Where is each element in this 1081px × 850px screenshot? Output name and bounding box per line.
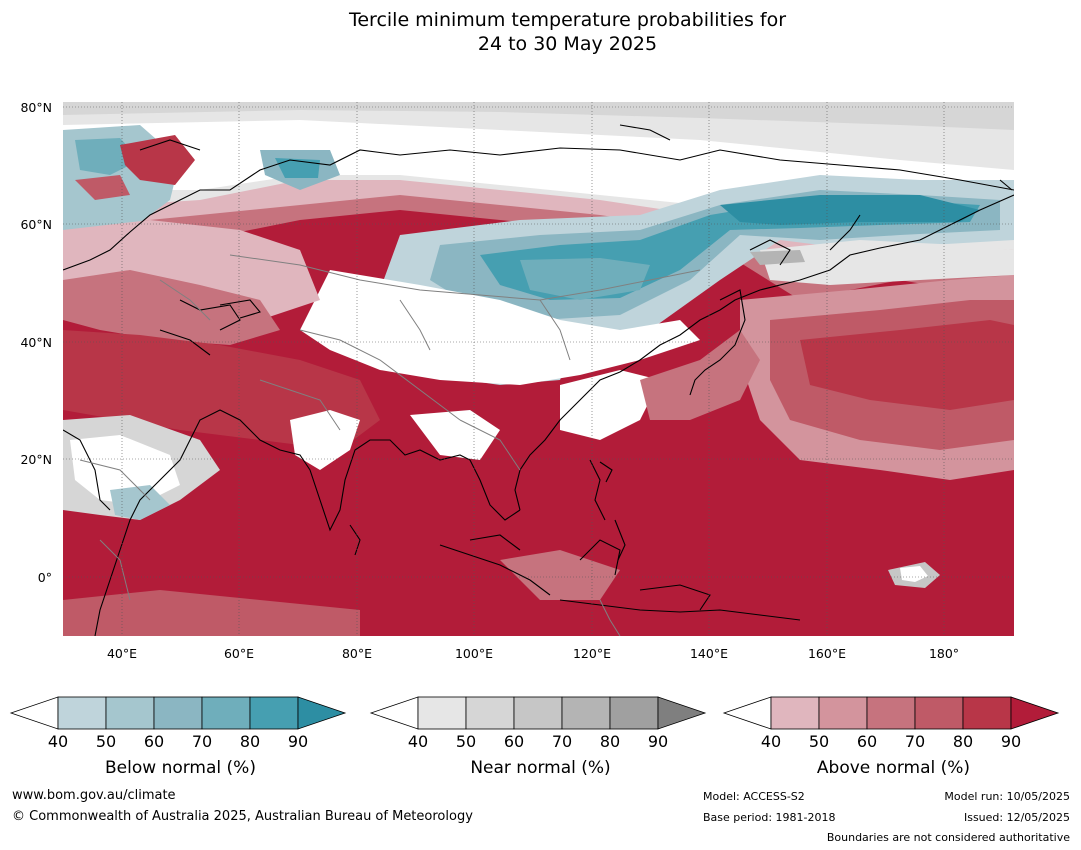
lat-label: 60°N [20,217,52,232]
colorbar-tick-label: 50 [809,732,829,751]
below-normal-title: Below normal (%) [105,758,256,778]
colorbar-extend-right [297,696,347,730]
boundaries-disclaimer: Boundaries are not considered authoritat… [826,831,1070,844]
china-white [560,370,660,440]
website-url[interactable]: www.bom.gov.au/climate [12,788,176,803]
title-line-2: 24 to 30 May 2025 [477,33,658,55]
colorbar-segment [513,696,563,730]
colorbar-segment [105,696,155,730]
europe-above-mid [63,270,280,345]
below-normal-colorbar: 40 50 60 70 80 90 [9,696,347,751]
copyright: © Commonwealth of Australia 2025, Austra… [12,809,473,824]
colorbar-segment [561,696,611,730]
colorbar-tick-label: 90 [288,732,308,751]
colorbar-tick-label: 40 [408,732,428,751]
lat-label: 80°N [20,100,52,115]
indonesia-patch [500,550,620,600]
colorbar-extend-right [657,696,707,730]
colorbar-tick-label: 40 [48,732,68,751]
map: 80°N 60°N 40°N 20°N 0° 40°E 60°E 80°E 10… [20,100,1014,661]
lon-label: 80°E [342,646,372,661]
colorbar-segment [249,696,299,730]
colorbar-tick-label: 70 [192,732,212,751]
indian-ocean-light [63,590,360,636]
lat-axis: 80°N 60°N 40°N 20°N 0° [20,100,52,585]
colorbar-tick-label: 60 [857,732,877,751]
near-normal-colorbar: 40 50 60 70 80 90 [369,696,707,751]
colorbar-segment [914,696,964,730]
country-borders [79,254,701,636]
colorbar-segment [57,696,107,730]
model-name: Model: ACCESS-S2 [703,790,805,803]
colorbar-tick-label: 50 [456,732,476,751]
lon-label: 140°E [690,646,728,661]
india-white [290,410,360,470]
colorbar-tick-label: 70 [552,732,572,751]
model-run: Model run: 10/05/2025 [944,790,1070,803]
lat-label: 0° [38,570,52,585]
colorbar-extend-right [1010,696,1060,730]
base-period: Base period: 1981-2018 [703,811,836,824]
colorbar-segment [465,696,515,730]
near-normal-title: Near normal (%) [470,758,611,778]
finland-above [120,135,195,185]
colorbar-extend-left [369,696,419,730]
colorbar-tick-label: 60 [504,732,524,751]
colorbar-tick-label: 80 [600,732,620,751]
colorbar-segment [770,696,820,730]
coastlines [63,124,1014,636]
horn-africa-below [110,485,170,520]
mongolia-white [300,270,700,385]
colorbar-tick-label: 80 [240,732,260,751]
colorbar-tick-label: 60 [144,732,164,751]
lon-label: 40°E [107,646,137,661]
lon-axis: 40°E 60°E 80°E 100°E 120°E 140°E 160°E 1… [107,646,959,661]
title-line-1: Tercile minimum temperature probabilitie… [348,9,787,31]
pacific-grey [750,250,805,265]
colorbar-segment [417,696,467,730]
ural-below-strong [275,158,320,178]
colorbar-segment [609,696,659,730]
lon-label: 120°E [573,646,611,661]
above-normal-title: Above normal (%) [816,758,971,778]
lon-label: 100°E [455,646,493,661]
lat-label: 20°N [20,452,52,467]
colorbar-tick-label: 80 [953,732,973,751]
lon-label: 160°E [808,646,846,661]
colorbar-segment [818,696,868,730]
norway-above [75,175,130,200]
colorbar-segment [153,696,203,730]
chart-title: Tercile minimum temperature probabilitie… [0,8,1081,56]
lat-label: 40°N [20,335,52,350]
colorbar-segment [201,696,251,730]
colorbar-segment [962,696,1012,730]
above-normal-colorbar: 40 50 60 70 80 90 [722,696,1060,751]
lon-label: 180° [929,646,959,661]
colorbar-tick-label: 40 [761,732,781,751]
china-south-white [410,410,500,460]
issued-date: Issued: 12/05/2025 [963,811,1070,824]
lon-label: 60°E [224,646,254,661]
colorbar-tick-label: 50 [96,732,116,751]
colorbar-tick-label: 90 [648,732,668,751]
central-asia-below [520,258,650,300]
colorbar-extend-left [9,696,59,730]
colorbar-tick-label: 90 [1001,732,1021,751]
colorbar-tick-label: 70 [905,732,925,751]
north-grey-patches [63,102,1014,130]
colorbar-segment [866,696,916,730]
pacific-north-near [760,240,1014,285]
colorbar-extend-left [722,696,772,730]
gridlines [63,102,1014,636]
pacific-equator-white [900,566,928,582]
pacific-above-strong [800,320,1014,410]
siberia-below-core [720,195,980,225]
